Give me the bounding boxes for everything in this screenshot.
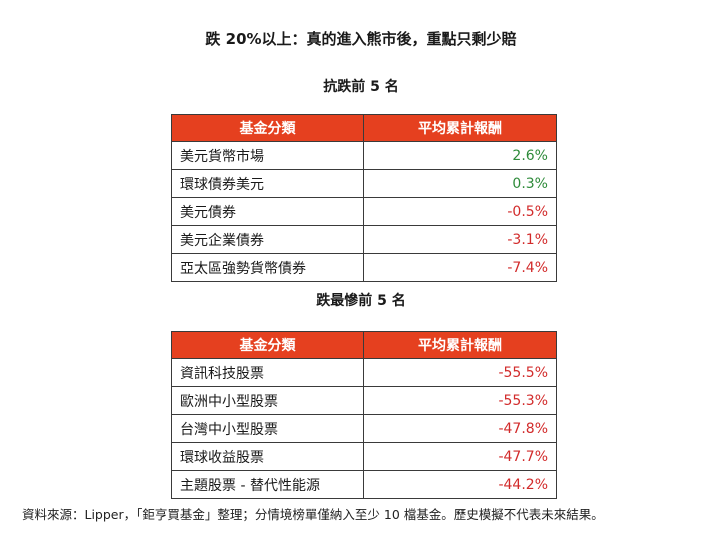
table-header-row: 基金分類 平均累計報酬 [171,331,557,359]
table-header-row: 基金分類 平均累計報酬 [171,114,557,142]
resilient-funds-table: 基金分類 平均累計報酬 美元貨幣市場 2.6% 環球債券美元 0.3% 美元債券… [171,114,557,282]
fund-category: 美元貨幣市場 [171,141,364,170]
fund-category: 台灣中小型股票 [171,414,364,443]
table-row: 環球收益股票 -47.7% [171,442,557,471]
fund-return: -55.3% [363,386,557,415]
section-title-worst: 跌最慘前 5 名 [316,293,406,309]
table-row: 美元貨幣市場 2.6% [171,141,557,170]
worst-funds-table: 基金分類 平均累計報酬 資訊科技股票 -55.5% 歐洲中小型股票 -55.3%… [171,331,557,499]
fund-category: 亞太區強勢貨幣債券 [171,253,364,282]
fund-return: 2.6% [363,141,557,170]
column-header-category: 基金分類 [171,114,364,142]
fund-return: -47.8% [363,414,557,443]
fund-return: -44.2% [363,470,557,499]
table-row: 歐洲中小型股票 -55.3% [171,386,557,415]
table-row: 資訊科技股票 -55.5% [171,358,557,387]
table-row: 環球債券美元 0.3% [171,169,557,198]
column-header-return: 平均累計報酬 [363,114,557,142]
table-row: 主題股票 - 替代性能源 -44.2% [171,470,557,499]
fund-category: 環球債券美元 [171,169,364,198]
fund-return: -7.4% [363,253,557,282]
column-header-return: 平均累計報酬 [363,331,557,359]
table-row: 亞太區強勢貨幣債券 -7.4% [171,253,557,282]
column-header-category: 基金分類 [171,331,364,359]
fund-category: 美元企業債券 [171,225,364,254]
table-row: 台灣中小型股票 -47.8% [171,414,557,443]
source-footnote: 資料來源：Lipper，「鉅亨買基金」整理；分情境榜單僅納入至少 10 檔基金。… [22,507,604,522]
fund-category: 歐洲中小型股票 [171,386,364,415]
table-row: 美元企業債券 -3.1% [171,225,557,254]
fund-category: 資訊科技股票 [171,358,364,387]
fund-return: -0.5% [363,197,557,226]
fund-category: 主題股票 - 替代性能源 [171,470,364,499]
fund-return: -47.7% [363,442,557,471]
section-title-resilient: 抗跌前 5 名 [323,79,399,95]
table-row: 美元債券 -0.5% [171,197,557,226]
fund-category: 美元債券 [171,197,364,226]
fund-return: 0.3% [363,169,557,198]
fund-category: 環球收益股票 [171,442,364,471]
page-title: 跌 20%以上：真的進入熊市後，重點只剩少賠 [205,30,517,48]
fund-return: -55.5% [363,358,557,387]
fund-return: -3.1% [363,225,557,254]
